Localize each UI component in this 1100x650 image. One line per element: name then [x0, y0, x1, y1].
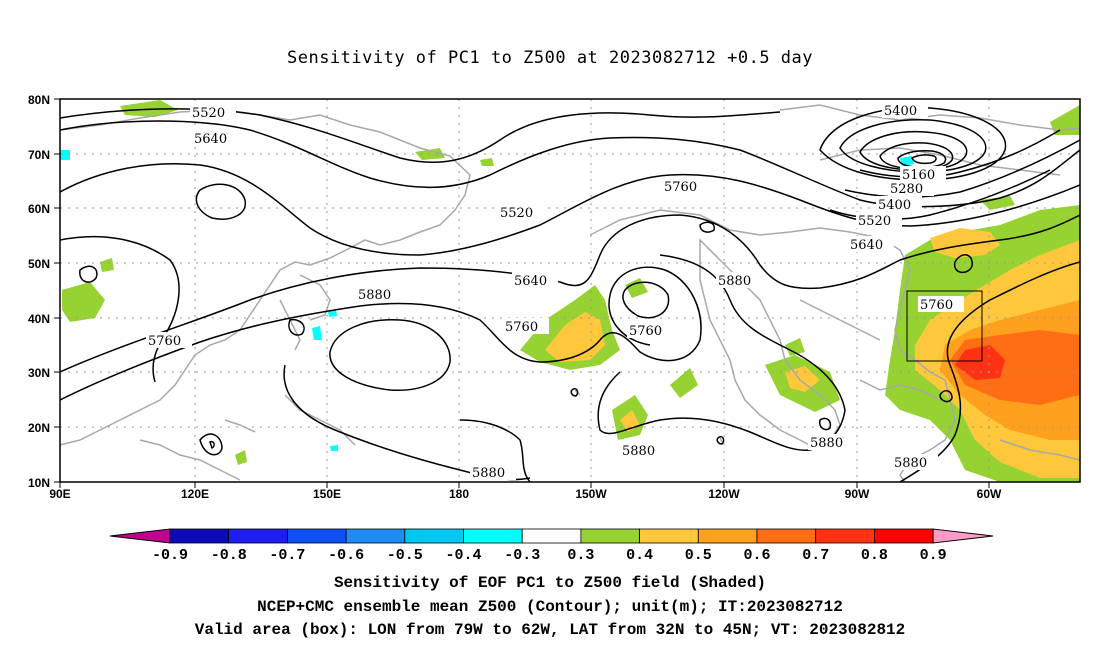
map-plot-area: 5520 5640 5520 5760 5640 5880 5880 5760 …	[60, 99, 1080, 482]
colorbar-tick-label: -0.5	[387, 547, 423, 564]
shade-green-canada-n	[980, 196, 1015, 210]
shade-yellow-canada	[930, 228, 1000, 258]
plot-frame	[59, 98, 1081, 483]
colorbar-swatch	[521, 528, 582, 544]
lon-label-90w: 90W	[845, 487, 870, 501]
colorbar	[109, 528, 994, 544]
colorbar-swatch	[345, 528, 406, 544]
colorbar-labels: -0.9 -0.8 -0.7 -0.6 -0.5 -0.4 -0.3 0.3 0.4 0.5 0.6…	[152, 547, 947, 564]
shade-green-asia-w	[62, 282, 105, 322]
colorbar-swatch	[286, 528, 347, 544]
contour-label-5760-b: 5760	[505, 320, 538, 335]
lon-label-150w: 150W	[575, 487, 607, 501]
shade-green-gulf	[785, 338, 805, 356]
shade-deepred-eastus	[955, 345, 1005, 380]
lat-label-70n: 70N	[28, 148, 50, 162]
contour-label-5640-c: 5640	[850, 238, 883, 253]
colorbar-tick-label: 0.4	[626, 547, 653, 564]
contour-label-group: 5520 5640 5520 5760 5640 5880 5880 5760 …	[146, 102, 964, 481]
colorbar-tick-label: 0.9	[920, 547, 947, 564]
contour-label-5880-d: 5880	[810, 436, 843, 451]
colorbar-tick-label: 0.5	[685, 547, 712, 564]
valid-area-box	[906, 290, 983, 362]
colorbar-swatch	[874, 528, 934, 544]
shade-cyan-5	[330, 445, 338, 451]
lat-label-20n: 20N	[28, 421, 50, 435]
colorbar-tick-label: 0.6	[743, 547, 770, 564]
lon-label-120w: 120W	[708, 487, 740, 501]
contour-label-5280: 5280	[890, 182, 923, 197]
colorbar-tick-label: -0.3	[504, 547, 540, 564]
lat-labels: 80N 70N 60N 50N 40N 30N 20N 10N	[28, 93, 50, 490]
contour-label-5880-a: 5880	[358, 288, 391, 303]
contour-label-5400-a: 5400	[884, 104, 917, 119]
colorbar-tick-label: -0.8	[211, 547, 247, 564]
lat-label-30n: 30N	[28, 366, 50, 380]
lon-label-180: 180	[449, 487, 469, 501]
footer-line-3: Valid area (box): LON from 79W to 62W, L…	[194, 621, 906, 639]
colorbar-end-low	[109, 528, 171, 544]
colorbar-swatch	[404, 528, 464, 544]
shade-green-asia-3	[235, 450, 247, 465]
contour-label-5880-b: 5880	[718, 274, 751, 289]
lat-label-80n: 80N	[28, 93, 50, 107]
colorbar-tick-label: 0.3	[567, 547, 594, 564]
contour-label-5760-e: 5760	[920, 298, 953, 313]
colorbar-swatch	[580, 528, 641, 544]
lat-label-60n: 60N	[28, 202, 50, 216]
lon-labels: 90E 120E 150E 180 150W 120W 90W 60W	[49, 487, 1002, 501]
contour-label-5760-c: 5760	[629, 324, 662, 339]
colorbar-tick-label: 0.8	[861, 547, 888, 564]
shade-green-siberia-2	[480, 158, 494, 166]
shade-cyan-1	[60, 150, 70, 160]
lat-label-40n: 40N	[28, 312, 50, 326]
lat-label-10n: 10N	[28, 476, 50, 490]
shade-cyan-3	[312, 326, 322, 340]
lat-label-50n: 50N	[28, 257, 50, 271]
colorbar-tick-label: -0.4	[445, 547, 481, 564]
contour-label-5400-b: 5400	[878, 198, 911, 213]
shade-cyan-4	[328, 310, 337, 317]
tick-marks	[54, 98, 990, 488]
shaded-sensitivity	[60, 100, 1080, 482]
colorbar-swatch	[697, 528, 758, 544]
contour-label-5520-c: 5520	[858, 214, 891, 229]
contour-label-5880-f: 5880	[894, 456, 927, 471]
colorbar-tick-label: -0.7	[269, 547, 305, 564]
lon-label-90e: 90E	[49, 487, 70, 501]
contour-label-5880-e: 5880	[472, 466, 505, 481]
lon-label-60w: 60W	[977, 487, 1002, 501]
colorbar-swatch	[463, 528, 523, 544]
colorbar-end-high	[932, 528, 994, 544]
contour-label-5760-a: 5760	[664, 180, 697, 195]
contour-label-5640-b: 5640	[514, 274, 547, 289]
contour-label-5640-a: 5640	[194, 132, 227, 147]
colorbar-tick-label: -0.9	[152, 547, 188, 564]
colorbar-tick-label: 0.7	[802, 547, 829, 564]
lon-label-120e: 120E	[181, 487, 209, 501]
map-title: Sensitivity of PC1 to Z500 at 2023082712…	[286, 48, 813, 68]
shade-green-arctic-w	[120, 100, 178, 117]
contour-label-5520-b: 5520	[500, 206, 533, 221]
contour-label-5520-a: 5520	[192, 106, 225, 121]
contour-label-5880-c: 5880	[622, 444, 655, 459]
colorbar-swatch	[815, 528, 875, 544]
shade-green-arctic-e	[1050, 105, 1080, 135]
colorbar-swatch	[169, 528, 230, 544]
lon-label-150e: 150E	[313, 487, 341, 501]
colorbar-swatch	[228, 528, 288, 544]
shade-green-pac-small	[625, 278, 648, 298]
colorbar-swatch	[756, 528, 817, 544]
contour-label-5760-d: 5760	[148, 334, 181, 349]
colorbar-swatch	[639, 528, 699, 544]
footer-line-1: Sensitivity of EOF PC1 to Z500 field (Sh…	[333, 574, 767, 592]
shade-green-asia-2	[100, 258, 114, 272]
colorbar-tick-label: -0.6	[328, 547, 364, 564]
footer-line-2: NCEP+CMC ensemble mean Z500 (Contour); u…	[257, 598, 843, 616]
shade-green-pac-e1	[670, 368, 698, 398]
contour-label-5160: 5160	[902, 168, 935, 183]
shade-cyan-2	[900, 156, 914, 166]
coastlines	[60, 104, 1080, 482]
